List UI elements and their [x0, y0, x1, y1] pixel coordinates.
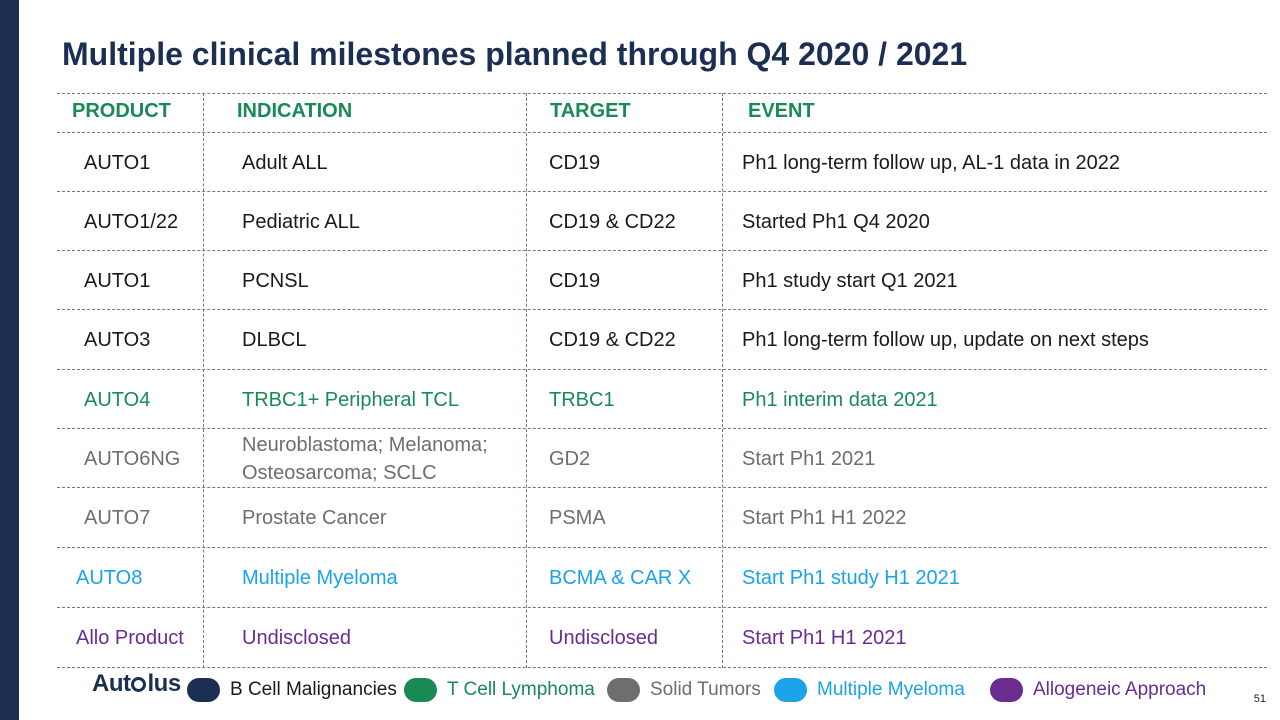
cell-indication: TRBC1+ Peripheral TCL [242, 388, 459, 411]
legend-label: T Cell Lymphoma [447, 679, 595, 700]
table-column-divider [203, 93, 204, 668]
legend-swatch [990, 678, 1023, 702]
cell-target: TRBC1 [549, 388, 615, 411]
table-rule [57, 428, 1267, 429]
cell-event: Ph1 interim data 2021 [742, 388, 938, 411]
legend-label: Allogeneic Approach [1033, 679, 1207, 700]
cell-event: Ph1 study start Q1 2021 [742, 269, 958, 292]
cell-indication: Adult ALL [242, 151, 328, 174]
slide-footer: Aut lus B Cell Malignancies T Cell Lymphom… [0, 670, 1280, 720]
cell-indication: Multiple Myeloma [242, 567, 398, 589]
cell-event: Ph1 long-term follow up, AL-1 data in 20… [742, 151, 1121, 174]
table-rule [57, 250, 1267, 251]
table-rule [57, 309, 1267, 310]
cell-target: PSMA [549, 507, 606, 529]
cell-product: AUTO1 [84, 151, 151, 174]
table-rule [57, 191, 1267, 192]
cell-product: AUTO8 [76, 567, 143, 589]
table-rule [57, 667, 1267, 668]
legend-label: Multiple Myeloma [817, 679, 965, 700]
cell-indication: Pediatric ALL [242, 210, 360, 233]
cell-product: Allo Product [76, 627, 184, 649]
legend-swatch [607, 678, 640, 702]
table-rule [57, 132, 1267, 133]
table-column-divider [526, 93, 527, 668]
cell-target: CD19 & CD22 [549, 210, 676, 233]
legend-label: B Cell Malignancies [230, 679, 397, 700]
table-rule [57, 369, 1267, 370]
cell-product: AUTO1 [84, 269, 151, 292]
cell-product: AUTO4 [84, 388, 151, 411]
legend-swatch [774, 678, 807, 702]
table-rule [57, 93, 1267, 94]
cell-indication: Undisclosed [242, 627, 351, 649]
cell-event: Start Ph1 H1 2021 [742, 627, 907, 649]
cell-target: BCMA & CAR X [549, 567, 692, 589]
cell-target: CD19 [549, 269, 601, 292]
header-event: EVENT [748, 100, 815, 122]
cell-product: AUTO3 [84, 329, 151, 351]
legend-swatch [187, 678, 220, 702]
cell-product: AUTO1/22 [84, 210, 179, 233]
cell-event: Started Ph1 Q4 2020 [742, 210, 930, 233]
cell-indication: Prostate Cancer [242, 507, 387, 529]
side-accent-bar [0, 0, 19, 720]
table-rule [57, 607, 1267, 608]
header-indication: INDICATION [237, 100, 353, 122]
cell-target: CD19 & CD22 [549, 329, 676, 351]
legend-label: Solid Tumors [650, 679, 761, 700]
table-rule [57, 547, 1267, 548]
cell-event: Ph1 long-term follow up, update on next … [742, 329, 1149, 351]
cell-product: AUTO7 [84, 507, 151, 529]
cell-indication: PCNSL [242, 269, 309, 292]
legend-swatch [404, 678, 437, 702]
table-column-divider [722, 93, 723, 668]
header-target: TARGET [550, 100, 631, 122]
cell-target: GD2 [549, 447, 591, 470]
cell-indication: Neuroblastoma; Melanoma; Osteosarcoma; S… [242, 433, 488, 484]
cell-event: Start Ph1 study H1 2021 [742, 567, 960, 589]
milestones-table: PRODUCT INDICATION TARGET EVENT AUTO1 Adu… [57, 93, 1267, 668]
header-product: PRODUCT [72, 100, 171, 122]
autolus-logo: Aut lus [92, 670, 181, 697]
table-rule [57, 487, 1267, 488]
cell-product: AUTO6NG [84, 447, 181, 470]
page-number: 51 [1253, 693, 1266, 705]
slide-title: Multiple clinical milestones planned thr… [62, 36, 968, 72]
cell-indication: DLBCL [242, 329, 307, 351]
cell-target: CD19 [549, 151, 601, 174]
cell-event: Start Ph1 2021 [742, 447, 876, 470]
cell-target: Undisclosed [549, 627, 658, 649]
cell-event: Start Ph1 H1 2022 [742, 507, 907, 529]
